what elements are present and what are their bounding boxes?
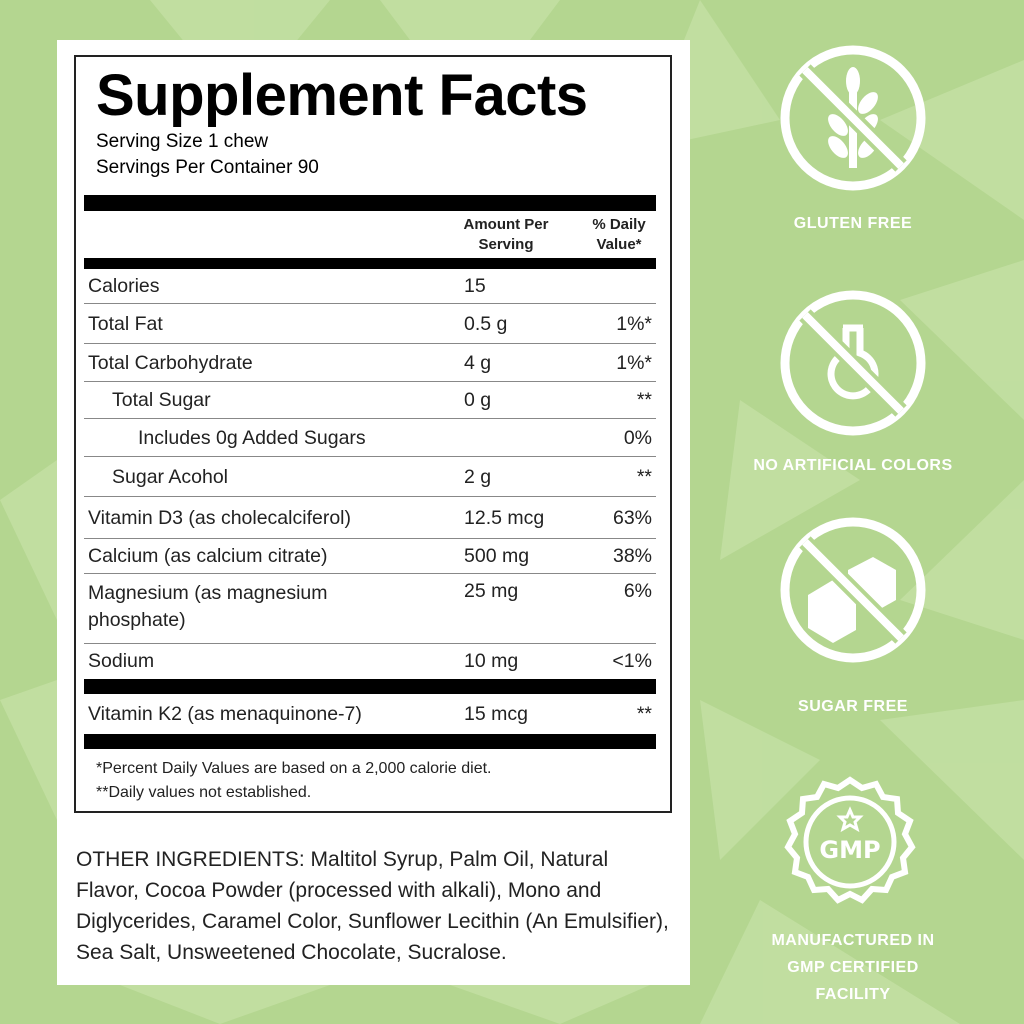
supplement-facts-label: Supplement Facts Serving Size 1 chew Ser…: [74, 55, 672, 813]
column-header: Amount Per Serving % Daily Value*: [84, 211, 656, 258]
nutrient-amount: 25 mg: [464, 580, 519, 602]
nutrient-daily-value: **: [636, 702, 652, 725]
nutrient-name: Vitamin D3 (as cholecalciferol): [88, 506, 351, 529]
nutrient-row: Vitamin K2 (as menaquinone-7) 15 mcg **: [84, 694, 656, 734]
badge-label: MANUFACTURED IN GMP CERTIFIED FACILITY: [771, 932, 935, 1003]
nutrient-amount: 15 mcg: [464, 702, 528, 725]
nutrient-amount: 0.5 g: [464, 312, 508, 335]
nutrient-daily-value: 38%: [612, 545, 652, 567]
nutrient-name: Total Fat: [88, 312, 163, 335]
nutrient-amount: 15: [464, 275, 486, 297]
badge-label: GLUTEN FREE: [793, 215, 913, 232]
nutrient-amount: 0 g: [464, 389, 492, 411]
nutrient-row: Calories 15: [84, 269, 656, 304]
divider-bar: [84, 195, 656, 211]
servings-per-container: Servings Per Container 90: [96, 157, 319, 178]
nutrient-row: Sugar Acohol 2 g **: [84, 457, 656, 497]
nutrient-row: Vitamin D3 (as cholecalciferol) 12.5 mcg 6…: [84, 497, 656, 539]
nutrient-name: Includes 0g Added Sugars: [138, 426, 366, 449]
nutrient-daily-value: **: [636, 389, 652, 411]
divider-bar: [84, 734, 656, 749]
nutrient-row: Total Fat 0.5 g 1%*: [84, 304, 656, 344]
gmp-seal-icon: GMP: [784, 776, 916, 904]
nutrient-daily-value: 1%*: [616, 312, 652, 335]
other-ingredients: OTHER INGREDIENTS: Maltitol Syrup, Palm …: [76, 848, 669, 964]
nutrient-name: Sodium: [88, 650, 155, 672]
nutrient-row: Magnesium (as magnesium phosphate) 25 mg 6…: [84, 574, 656, 644]
nutrient-name: Calories: [88, 275, 160, 297]
divider-bar: [84, 258, 656, 269]
nutrient-amount: 500 mg: [464, 545, 530, 567]
serving-size: Serving Size 1 chew: [96, 131, 269, 152]
flask-crossed-icon: [780, 290, 926, 436]
nutrient-row: Calcium (as calcium citrate) 500 mg 38%: [84, 539, 656, 574]
nutrient-amount: 10 mg: [464, 650, 519, 672]
label-title: Supplement Facts: [96, 63, 588, 128]
nutrient-daily-value: <1%: [612, 650, 652, 672]
col-daily-value: % Daily Value*: [592, 216, 646, 253]
nutrient-row: Total Carbohydrate 4 g 1%*: [84, 344, 656, 382]
badge-label: NO ARTIFICIAL COLORS: [753, 457, 953, 474]
nutrient-row: Sodium 10 mg <1%: [84, 644, 656, 679]
divider-bar: [84, 679, 656, 694]
nutrient-daily-value: 6%: [623, 580, 652, 602]
nutrient-row: Total Sugar 0 g **: [84, 382, 656, 419]
nutrient-name: Calcium (as calcium citrate): [88, 545, 328, 567]
col-amount: Amount Per Serving: [463, 216, 549, 253]
nutrient-amount: 2 g: [464, 465, 492, 488]
nutrient-amount: 12.5 mcg: [464, 506, 545, 529]
nutrient-name: Total Carbohydrate: [88, 351, 253, 374]
nutrient-name: Vitamin K2 (as menaquinone-7): [88, 702, 362, 725]
footnote-not-established: **Daily values not established.: [96, 784, 312, 801]
nutrient-daily-value: 0%: [623, 426, 652, 449]
nutrient-row: Includes 0g Added Sugars 0%: [84, 419, 656, 457]
nutrient-amount: 4 g: [464, 351, 492, 374]
nutrient-name: Total Sugar: [112, 389, 211, 411]
nutrient-daily-value: 1%*: [616, 351, 652, 374]
sugar-cubes-crossed-icon: [780, 517, 926, 663]
nutrient-daily-value: 63%: [612, 506, 652, 529]
gmp-seal-text: GMP: [819, 836, 880, 864]
nutrient-daily-value: **: [636, 465, 652, 488]
badge-label: SUGAR FREE: [798, 698, 908, 715]
footnote-dv: *Percent Daily Values are based on a 2,0…: [96, 760, 492, 777]
nutrient-name: Magnesium (as magnesium phosphate): [88, 582, 328, 631]
nutrient-name: Sugar Acohol: [112, 465, 229, 488]
wheat-crossed-icon: [780, 45, 926, 191]
